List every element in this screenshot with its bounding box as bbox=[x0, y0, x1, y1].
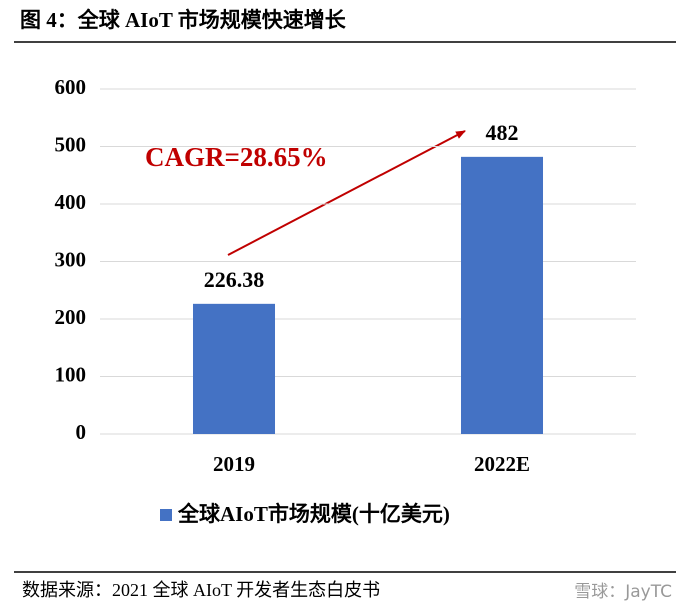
y-tick-label: 500 bbox=[55, 132, 87, 156]
x-tick-label: 2022E bbox=[474, 452, 530, 476]
bar bbox=[460, 156, 544, 434]
y-tick-label: 400 bbox=[55, 190, 87, 214]
trend-arrow bbox=[227, 130, 466, 256]
y-tick-label: 100 bbox=[55, 362, 87, 386]
watermark: 雪球：JayTC bbox=[574, 582, 672, 602]
bar bbox=[192, 303, 276, 434]
legend-swatch bbox=[160, 509, 172, 521]
value-label: 482 bbox=[486, 120, 519, 145]
annotation: CAGR=28.65% bbox=[145, 142, 328, 172]
y-tick-label: 0 bbox=[76, 420, 87, 444]
value-label: 226.38 bbox=[204, 267, 265, 292]
y-tick-label: 600 bbox=[55, 75, 87, 99]
y-tick-label: 300 bbox=[55, 247, 87, 271]
y-tick-label: 200 bbox=[55, 305, 87, 329]
source: 数据来源：2021 全球 AIoT 开发者生态白皮书 bbox=[22, 580, 380, 600]
legend-label: 全球AIoT市场规模(十亿美元) bbox=[177, 502, 450, 526]
chart-title: 图 4：全球 AIoT 市场规模快速增长 bbox=[20, 8, 347, 32]
x-tick-label: 2019 bbox=[213, 452, 255, 476]
